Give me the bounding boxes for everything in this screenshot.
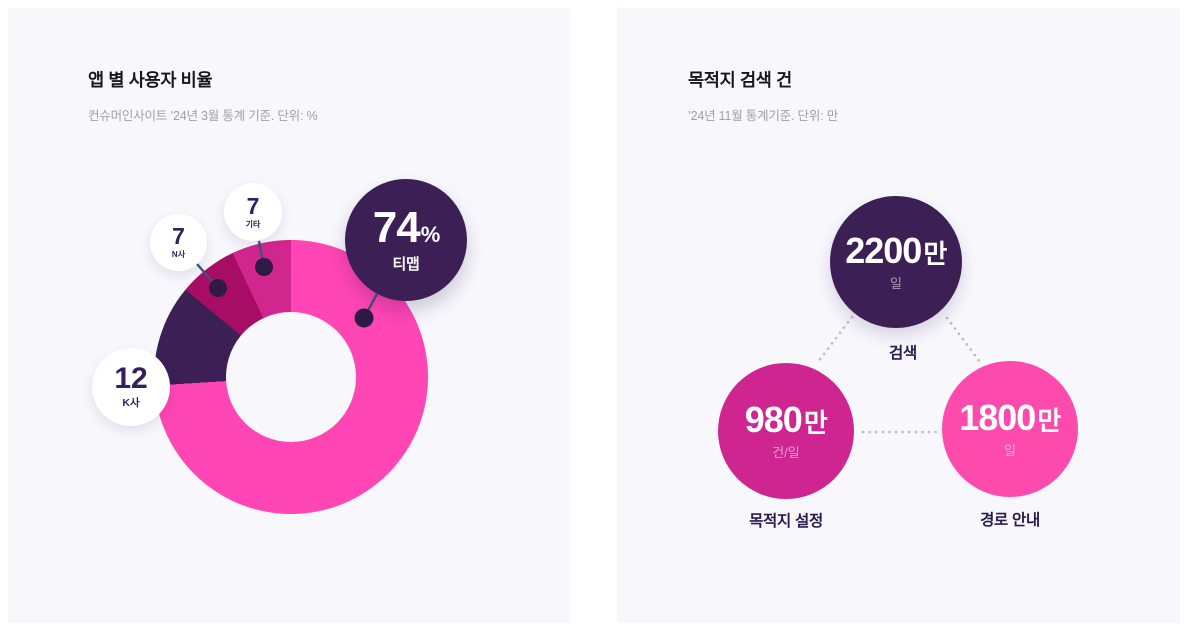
search-value: 2200만 — [845, 229, 947, 271]
ksa-value: 12 — [114, 362, 148, 395]
gita-label: 기타 — [245, 219, 261, 229]
route-value: 1800만 — [959, 396, 1061, 438]
left-panel-subtitle: 컨슈머인사이트 ’24년 3월 통계 기준. 단위: % — [88, 109, 318, 123]
search-label: 검색 — [889, 345, 917, 362]
tmap-percent-number: 74 — [372, 203, 421, 252]
percent-sign: % — [420, 222, 441, 247]
destination-circle: 980만 건/일 — [718, 363, 854, 499]
callout-gita: 7 기타 — [224, 183, 282, 241]
tmap-label: 티맵 — [392, 256, 420, 273]
callout-ksa: 12 K사 — [92, 348, 170, 426]
tmap-value: 74% — [373, 206, 440, 250]
route-label: 경로 안내 — [980, 512, 1040, 529]
destination-per: 건/일 — [772, 444, 800, 460]
nsa-label: N사 — [171, 250, 186, 259]
left-panel-title: 앱 별 사용자 비율 — [88, 70, 213, 90]
route-per: 일 — [1004, 442, 1016, 458]
callout-nsa: 7 N사 — [150, 214, 207, 271]
search-unit: 만 — [923, 238, 947, 269]
search-counts-panel: 목적지 검색 건 ’24년 11월 통계기준. 단위: 만 2200만 일 검색… — [617, 8, 1180, 623]
nsa-value: 7 — [172, 223, 185, 249]
search-number: 2200 — [845, 229, 922, 271]
app-share-panel: 앱 별 사용자 비율 컨슈머인사이트 ’24년 3월 통계 기준. 단위: % … — [8, 8, 570, 623]
route-unit: 만 — [1037, 405, 1061, 436]
destination-number: 980 — [744, 398, 803, 440]
callout-tmap: 74% 티맵 — [345, 179, 467, 301]
right-panel-title: 목적지 검색 건 — [688, 70, 792, 90]
route-number: 1800 — [959, 396, 1036, 438]
destination-unit: 만 — [803, 407, 828, 438]
destination-label: 목적지 설정 — [749, 513, 823, 530]
ksa-label: K사 — [122, 397, 140, 409]
search-circle: 2200만 일 — [830, 196, 962, 328]
destination-value: 980만 — [744, 398, 828, 440]
search-per: 일 — [890, 275, 902, 291]
gita-value: 7 — [246, 192, 260, 219]
donut-hole — [226, 312, 356, 442]
route-circle: 1800만 일 — [942, 361, 1078, 497]
right-panel-subtitle: ’24년 11월 통계기준. 단위: 만 — [688, 109, 838, 123]
